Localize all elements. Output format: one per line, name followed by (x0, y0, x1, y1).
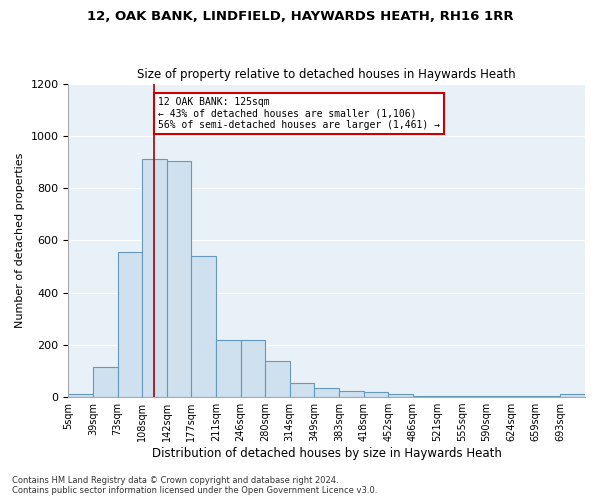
Bar (364, 392, 388, 397)
Title: Size of property relative to detached houses in Haywards Heath: Size of property relative to detached ho… (137, 68, 516, 81)
Bar (191, 256, 216, 397)
Y-axis label: Number of detached properties: Number of detached properties (15, 152, 25, 328)
Bar (118, 252, 142, 397)
Bar (437, 396, 462, 397)
Bar (142, 160, 167, 397)
Bar (68, 394, 93, 397)
Bar (290, 382, 314, 397)
Bar (339, 390, 364, 397)
Bar (536, 396, 560, 397)
Text: 12 OAK BANK: 125sqm
← 43% of detached houses are smaller (1,106)
56% of semi-det: 12 OAK BANK: 125sqm ← 43% of detached ho… (158, 96, 440, 130)
Bar (93, 367, 118, 397)
X-axis label: Distribution of detached houses by size in Haywards Heath: Distribution of detached houses by size … (152, 447, 502, 460)
Bar (265, 360, 290, 397)
Bar (388, 394, 413, 397)
Bar (216, 340, 241, 397)
Bar (462, 396, 487, 397)
Bar (487, 396, 511, 397)
Bar (511, 396, 536, 397)
Bar (413, 396, 437, 397)
Text: 12, OAK BANK, LINDFIELD, HAYWARDS HEATH, RH16 1RR: 12, OAK BANK, LINDFIELD, HAYWARDS HEATH,… (86, 10, 514, 23)
Bar (167, 160, 191, 397)
Bar (560, 394, 585, 397)
Bar (314, 388, 339, 397)
Text: Contains HM Land Registry data © Crown copyright and database right 2024.
Contai: Contains HM Land Registry data © Crown c… (12, 476, 377, 495)
Bar (241, 340, 265, 397)
